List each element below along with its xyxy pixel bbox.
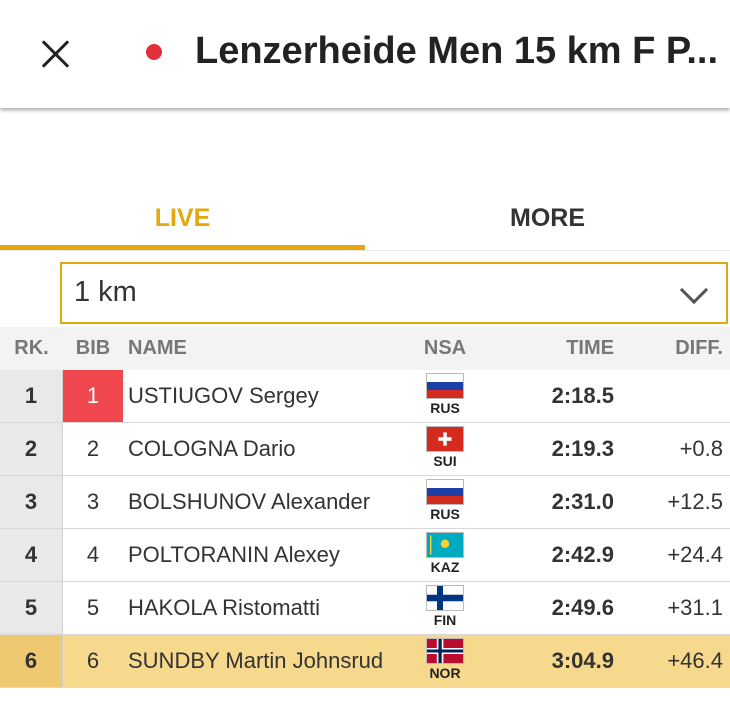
time-cell: 3:04.9 bbox=[551, 648, 614, 673]
flag-kaz-icon bbox=[426, 532, 464, 558]
rank-cell: 2 bbox=[0, 423, 63, 475]
split-select-value: 1 km bbox=[74, 276, 137, 308]
flag-sui-icon bbox=[426, 426, 464, 452]
rank-cell: 1 bbox=[0, 370, 63, 422]
header-time: TIME bbox=[566, 337, 614, 359]
athlete-name: COLOGNA Dario bbox=[128, 436, 296, 461]
nsa-cell: RUS bbox=[424, 370, 466, 422]
nsa-cell: SUI bbox=[424, 423, 466, 475]
table-row[interactable]: 1 1 USTIUGOV Sergey RUS 2:18.5 bbox=[0, 370, 730, 423]
top-bar: Lenzerheide Men 15 km F P... bbox=[0, 0, 730, 108]
diff-cell: +0.8 bbox=[679, 436, 723, 461]
header-bib: BIB bbox=[75, 337, 111, 359]
header-name: NAME bbox=[128, 337, 187, 359]
time-cell: 2:42.9 bbox=[551, 542, 614, 567]
table-header: RK. BIB NAME NSA TIME DIFF. bbox=[0, 327, 730, 370]
bib-cell: 1 bbox=[63, 370, 123, 422]
athlete-name: BOLSHUNOV Alexander bbox=[128, 489, 371, 514]
nsa-cell: KAZ bbox=[424, 529, 466, 581]
header-rank: RK. bbox=[14, 337, 49, 359]
header-nsa: NSA bbox=[423, 337, 467, 359]
rank-cell: 5 bbox=[0, 582, 63, 634]
bib-cell: 6 bbox=[86, 648, 100, 673]
rank-cell: 6 bbox=[0, 635, 63, 687]
nsa-cell: NOR bbox=[424, 635, 466, 687]
athlete-name: POLTORANIN Alexey bbox=[128, 542, 340, 567]
nsa-code: FIN bbox=[433, 612, 457, 628]
bib-cell: 4 bbox=[86, 542, 100, 567]
bib-cell: 3 bbox=[86, 489, 100, 514]
time-cell: 2:49.6 bbox=[551, 595, 614, 620]
time-cell: 2:31.0 bbox=[551, 489, 614, 514]
tab-live[interactable]: LIVE bbox=[0, 195, 365, 251]
athlete-name: SUNDBY Martin Johnsrud bbox=[128, 648, 384, 673]
bib-cell: 5 bbox=[86, 595, 100, 620]
nsa-code: RUS bbox=[430, 400, 460, 416]
nsa-code: KAZ bbox=[430, 559, 460, 575]
diff-cell: +31.1 bbox=[667, 595, 723, 620]
tab-bar: LIVE MORE bbox=[0, 195, 730, 251]
athlete-name: HAKOLA Ristomatti bbox=[128, 595, 320, 620]
nsa-cell: RUS bbox=[424, 476, 466, 528]
nsa-code: NOR bbox=[429, 665, 461, 681]
nsa-code: SUI bbox=[433, 453, 457, 469]
table-row[interactable]: 3 3 BOLSHUNOV Alexander RUS 2:31.0 +12.5 bbox=[0, 476, 730, 529]
chevron-down-icon bbox=[679, 275, 709, 305]
diff-cell bbox=[620, 370, 723, 422]
diff-cell: +46.4 bbox=[667, 648, 723, 673]
close-icon[interactable] bbox=[38, 36, 74, 72]
diff-cell: +24.4 bbox=[667, 542, 723, 567]
results-table: RK. BIB NAME NSA TIME DIFF. 1 1 USTIUGOV… bbox=[0, 327, 730, 688]
table-row[interactable]: 5 5 HAKOLA Ristomatti FIN 2:49.6 +31.1 bbox=[0, 582, 730, 635]
header-diff: DIFF. bbox=[675, 337, 723, 359]
nsa-cell: FIN bbox=[424, 582, 466, 634]
athlete-name: USTIUGOV Sergey bbox=[128, 383, 319, 408]
tabs-divider bbox=[0, 250, 730, 251]
bib-cell: 2 bbox=[86, 436, 100, 461]
flag-rus-icon bbox=[426, 373, 464, 399]
table-row[interactable]: 2 2 COLOGNA Dario SUI 2:19.3 +0.8 bbox=[0, 423, 730, 476]
flag-fin-icon bbox=[426, 585, 464, 611]
live-indicator-icon bbox=[146, 44, 162, 60]
nsa-code: RUS bbox=[430, 506, 460, 522]
split-select[interactable]: 1 km bbox=[60, 262, 728, 324]
rank-cell: 4 bbox=[0, 529, 63, 581]
flag-rus-icon bbox=[426, 479, 464, 505]
page-title: Lenzerheide Men 15 km F P... bbox=[195, 30, 719, 72]
tab-more[interactable]: MORE bbox=[510, 204, 585, 232]
time-cell: 2:19.3 bbox=[551, 436, 614, 461]
flag-nor-icon bbox=[426, 638, 464, 664]
table-row-highlighted[interactable]: 6 6 SUNDBY Martin Johnsrud NOR 3:04.9 +4… bbox=[0, 635, 730, 688]
table-row[interactable]: 4 4 POLTORANIN Alexey KAZ 2:42.9 +24.4 bbox=[0, 529, 730, 582]
time-cell: 2:18.5 bbox=[551, 383, 614, 408]
rank-cell: 3 bbox=[0, 476, 63, 528]
diff-cell: +12.5 bbox=[667, 489, 723, 514]
